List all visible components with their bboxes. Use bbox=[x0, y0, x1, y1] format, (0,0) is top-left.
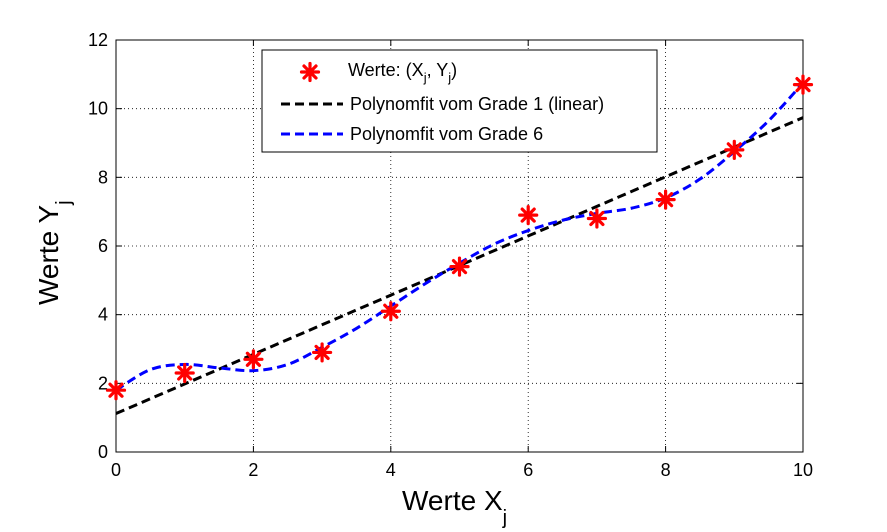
y-tick-label: 2 bbox=[98, 373, 108, 393]
marker-stroke bbox=[108, 382, 124, 398]
marker-stroke bbox=[795, 77, 811, 93]
data-point-marker bbox=[449, 256, 470, 277]
x-tick-label: 10 bbox=[793, 460, 813, 480]
data-point-marker bbox=[518, 205, 539, 226]
legend-asterisk-icon bbox=[299, 61, 321, 83]
y-axis-label-text: Werte Y bbox=[33, 205, 64, 305]
marker-stroke bbox=[657, 192, 674, 208]
x-axis-label: Werte Xj bbox=[402, 485, 507, 529]
series-line-linear bbox=[115, 116, 804, 415]
data-point-marker bbox=[174, 362, 195, 384]
data-point-marker bbox=[312, 342, 333, 363]
x-tick-label: 2 bbox=[248, 460, 258, 480]
x-axis-label-text: Werte X bbox=[402, 485, 503, 516]
x-tick-label: 6 bbox=[523, 460, 533, 480]
x-tick-label: 4 bbox=[386, 460, 396, 480]
marker-stroke bbox=[245, 351, 262, 367]
data-point-marker bbox=[243, 349, 264, 370]
legend: Werte: (Xj, Yj) Polynomfit vom Grade 1 (… bbox=[261, 49, 658, 153]
marker-stroke bbox=[589, 210, 605, 227]
legend-entry-poly6: Polynomfit vom Grade 6 bbox=[350, 124, 543, 144]
y-tick-label: 6 bbox=[98, 236, 108, 256]
data-point-marker bbox=[792, 74, 814, 95]
data-series bbox=[105, 74, 814, 415]
y-tick-label: 12 bbox=[88, 30, 108, 50]
legend-entry-points: Werte: (Xj, Yj) bbox=[348, 60, 457, 85]
marker-stroke bbox=[177, 365, 193, 381]
data-point-marker bbox=[105, 380, 127, 401]
y-tick-label: 4 bbox=[98, 305, 108, 325]
marker-stroke bbox=[726, 142, 742, 158]
data-point-marker bbox=[724, 139, 745, 160]
marker-stroke bbox=[314, 344, 330, 361]
axis-ticks: 0 2 4 6 8 10 0 2 4 6 8 10 12 bbox=[88, 30, 813, 480]
data-point-marker bbox=[380, 301, 401, 322]
marker-stroke bbox=[451, 258, 468, 275]
marker-stroke bbox=[383, 303, 399, 319]
legend-entry-linear: Polynomfit vom Grade 1 (linear) bbox=[350, 94, 604, 114]
x-axis-label-subscript: j bbox=[502, 507, 507, 529]
y-tick-label: 0 bbox=[98, 442, 108, 462]
marker-stroke bbox=[302, 64, 318, 80]
y-axis-label-subscript: j bbox=[53, 200, 75, 205]
data-point-marker bbox=[586, 208, 608, 229]
x-tick-label: 8 bbox=[661, 460, 671, 480]
marker-stroke bbox=[520, 207, 536, 223]
y-tick-label: 8 bbox=[98, 167, 108, 187]
legend-marker-points bbox=[299, 61, 321, 83]
y-tick-label: 10 bbox=[88, 99, 108, 119]
x-tick-label: 0 bbox=[111, 460, 121, 480]
y-axis-label: Werte Yj bbox=[33, 200, 75, 305]
data-point-marker bbox=[655, 189, 676, 210]
